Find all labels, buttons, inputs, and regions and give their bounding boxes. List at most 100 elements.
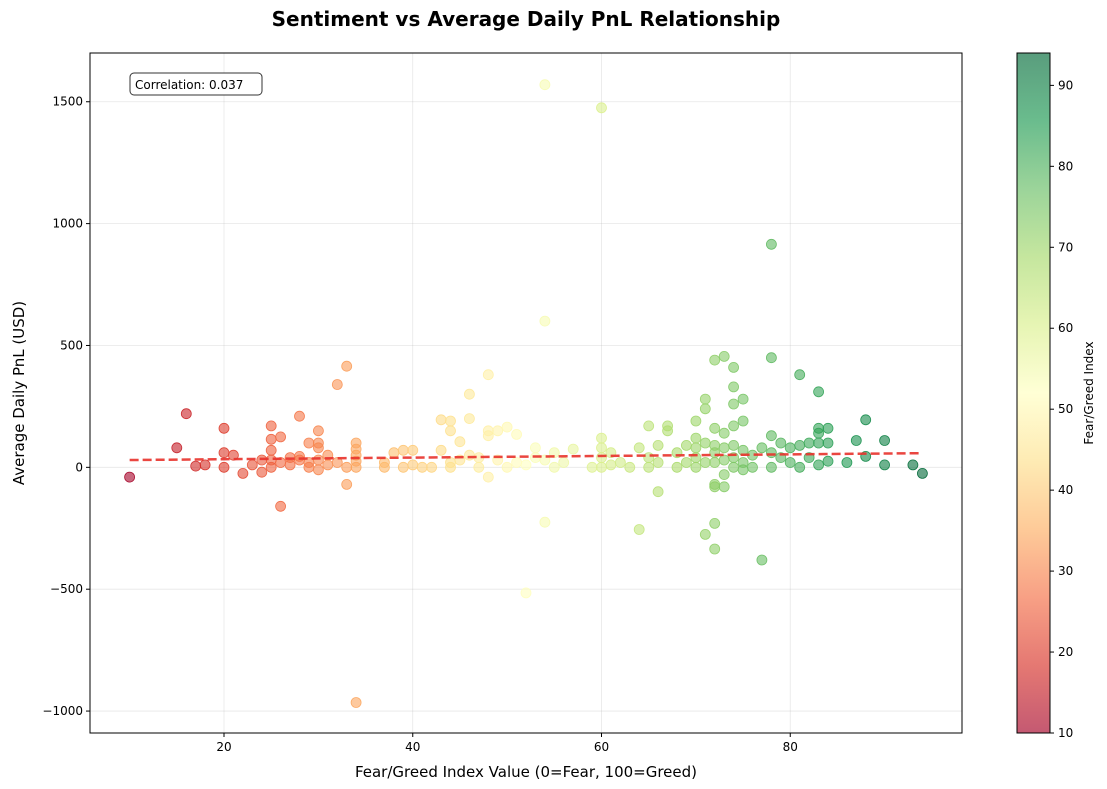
data-point (558, 457, 570, 468)
colorbar: 10 20 30 40 50 60 70 80 90 Fear/Greed Index (1016, 52, 1096, 740)
data-point (341, 461, 353, 473)
x-tick-label: 80 (783, 740, 798, 754)
data-point (265, 420, 277, 432)
data-point (596, 442, 607, 454)
data-point (728, 361, 739, 373)
data-point (662, 425, 673, 437)
data-point (737, 415, 749, 427)
data-point (482, 369, 494, 381)
data-point (341, 478, 353, 490)
data-point (180, 408, 192, 420)
data-point (737, 393, 749, 405)
data-point (766, 461, 777, 473)
data-point (596, 432, 607, 444)
data-point (718, 442, 730, 454)
data-point (681, 439, 692, 451)
data-point (681, 457, 692, 468)
data-point (699, 457, 711, 468)
data-point (482, 430, 494, 442)
x-tick-label: 40 (405, 740, 420, 754)
chart-title: Sentiment vs Average Daily PnL Relations… (272, 7, 781, 31)
data-point (520, 587, 532, 599)
data-point (718, 350, 730, 362)
data-point (265, 433, 277, 445)
data-point (539, 79, 551, 91)
data-point (586, 461, 598, 473)
colorbar-gradient (1017, 53, 1050, 733)
data-point (312, 454, 324, 466)
colorbar-frame (1016, 52, 1051, 734)
colorbar-tick-label: 90 (1058, 78, 1073, 92)
data-point (501, 421, 513, 433)
data-point (312, 425, 324, 437)
data-point (407, 444, 419, 456)
data-point (350, 697, 362, 708)
data-point (492, 425, 504, 437)
data-point (766, 447, 777, 459)
data-point (397, 444, 409, 456)
data-point (709, 354, 721, 366)
grid-lines (90, 53, 962, 733)
data-point (879, 435, 890, 446)
colorbar-ticks: 10 20 30 40 50 60 70 80 90 (1050, 78, 1073, 740)
data-point (596, 461, 607, 473)
data-point (378, 461, 390, 473)
data-point (737, 464, 749, 476)
data-point (567, 443, 579, 455)
data-point (435, 444, 447, 456)
data-point (671, 461, 683, 473)
annotation-box (129, 72, 263, 96)
data-point (416, 461, 428, 473)
data-point (265, 461, 277, 473)
data-point (463, 388, 475, 400)
colorbar-tick-label: 80 (1058, 159, 1073, 173)
data-point (294, 410, 305, 422)
data-point (530, 442, 541, 454)
y-tick-label: 1500 (52, 95, 83, 109)
data-point (803, 437, 815, 449)
data-point (643, 420, 655, 432)
data-point (246, 459, 258, 471)
data-point (284, 459, 296, 471)
correlation-annotation: Correlation: 0.037 (129, 72, 263, 96)
data-point (813, 427, 824, 439)
data-point (237, 467, 249, 479)
data-point (407, 459, 419, 471)
data-point (794, 439, 806, 451)
data-point (294, 454, 305, 466)
data-point (718, 469, 730, 481)
data-point (718, 427, 730, 439)
data-point (454, 436, 466, 448)
data-point (907, 459, 919, 471)
colorbar-tick-label: 30 (1058, 564, 1073, 578)
data-point (643, 461, 655, 473)
data-point (539, 516, 551, 528)
data-point (596, 102, 607, 114)
data-point (709, 481, 721, 493)
data-point (331, 379, 343, 390)
data-point (652, 439, 664, 451)
data-point (822, 422, 834, 434)
data-point (766, 430, 777, 442)
data-point (860, 414, 872, 426)
data-point (445, 425, 456, 437)
data-point (463, 413, 475, 425)
x-axis-ticks: 20 40 60 80 (216, 733, 798, 754)
data-point (615, 457, 626, 468)
data-point (312, 442, 324, 454)
data-point (917, 467, 928, 479)
colorbar-label: Fear/Greed Index (1082, 341, 1096, 444)
y-tick-label: −1000 (42, 704, 83, 718)
data-point (218, 461, 230, 473)
data-point (728, 439, 739, 451)
data-point (699, 393, 711, 405)
data-point (756, 442, 768, 454)
colorbar-tick-label: 60 (1058, 321, 1073, 335)
data-point (312, 464, 324, 476)
data-point (766, 352, 777, 364)
data-point (350, 461, 362, 473)
data-point (303, 461, 315, 473)
data-point (747, 461, 758, 473)
data-point (879, 459, 890, 471)
